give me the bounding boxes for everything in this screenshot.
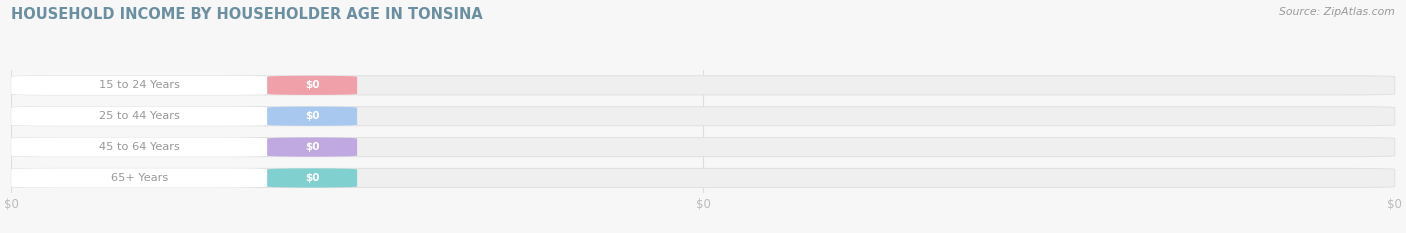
FancyBboxPatch shape bbox=[267, 107, 357, 126]
Text: Source: ZipAtlas.com: Source: ZipAtlas.com bbox=[1279, 7, 1395, 17]
FancyBboxPatch shape bbox=[11, 137, 1395, 157]
Text: 65+ Years: 65+ Years bbox=[111, 173, 167, 183]
Text: 45 to 64 Years: 45 to 64 Years bbox=[98, 142, 180, 152]
FancyBboxPatch shape bbox=[11, 76, 267, 95]
FancyBboxPatch shape bbox=[11, 168, 267, 188]
FancyBboxPatch shape bbox=[11, 76, 1395, 95]
FancyBboxPatch shape bbox=[267, 76, 357, 95]
Text: HOUSEHOLD INCOME BY HOUSEHOLDER AGE IN TONSINA: HOUSEHOLD INCOME BY HOUSEHOLDER AGE IN T… bbox=[11, 7, 484, 22]
FancyBboxPatch shape bbox=[267, 168, 357, 188]
Text: $0: $0 bbox=[305, 80, 319, 90]
Text: $0: $0 bbox=[305, 173, 319, 183]
Text: 25 to 44 Years: 25 to 44 Years bbox=[98, 111, 180, 121]
FancyBboxPatch shape bbox=[11, 137, 267, 157]
FancyBboxPatch shape bbox=[11, 168, 1395, 188]
FancyBboxPatch shape bbox=[11, 107, 267, 126]
Text: 15 to 24 Years: 15 to 24 Years bbox=[98, 80, 180, 90]
Text: $0: $0 bbox=[305, 142, 319, 152]
FancyBboxPatch shape bbox=[267, 137, 357, 157]
FancyBboxPatch shape bbox=[11, 107, 1395, 126]
Text: $0: $0 bbox=[305, 111, 319, 121]
